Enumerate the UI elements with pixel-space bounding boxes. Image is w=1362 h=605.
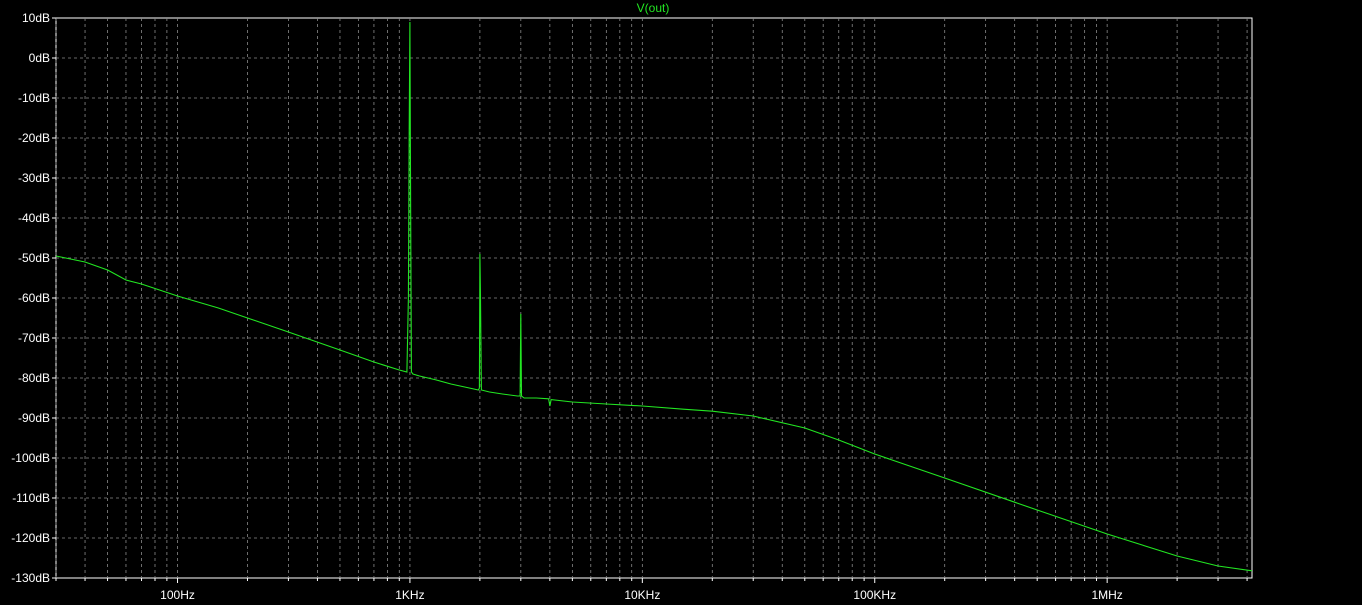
y-tick-label: -100dB [11,451,50,465]
grid [55,18,1252,578]
axis-ticks: 10dB 0dB -10dB -20dB -30dB -40dB -50dB -60dB -70… [11,11,1248,602]
y-tick-label: -70dB [18,331,50,345]
y-tick-label: -50dB [18,251,50,265]
y-tick-label: -40dB [18,211,50,225]
y-tick-label: -110dB [12,491,50,505]
x-tick-label: 100Hz [160,588,195,602]
y-tick-label: -60dB [18,291,50,305]
y-tick-label: 0dB [29,51,50,65]
series-line-vout [55,21,1253,572]
y-tick-label: -90dB [18,411,50,425]
y-tick-label: -80dB [18,371,50,385]
y-tick-label: -130dB [11,571,50,585]
y-tick-label: -10dB [18,91,50,105]
x-tick-label: 100KHz [853,588,896,602]
trace-title: V(out) [637,1,670,15]
x-tick-label: 10KHz [624,588,660,602]
y-tick-label: -120dB [11,531,50,545]
x-tick-label: 1MHz [1091,588,1122,602]
y-tick-label: -30dB [18,171,50,185]
y-tick-label: -20dB [18,131,50,145]
x-tick-label: 1KHz [395,588,424,602]
y-tick-label: 10dB [22,11,50,25]
